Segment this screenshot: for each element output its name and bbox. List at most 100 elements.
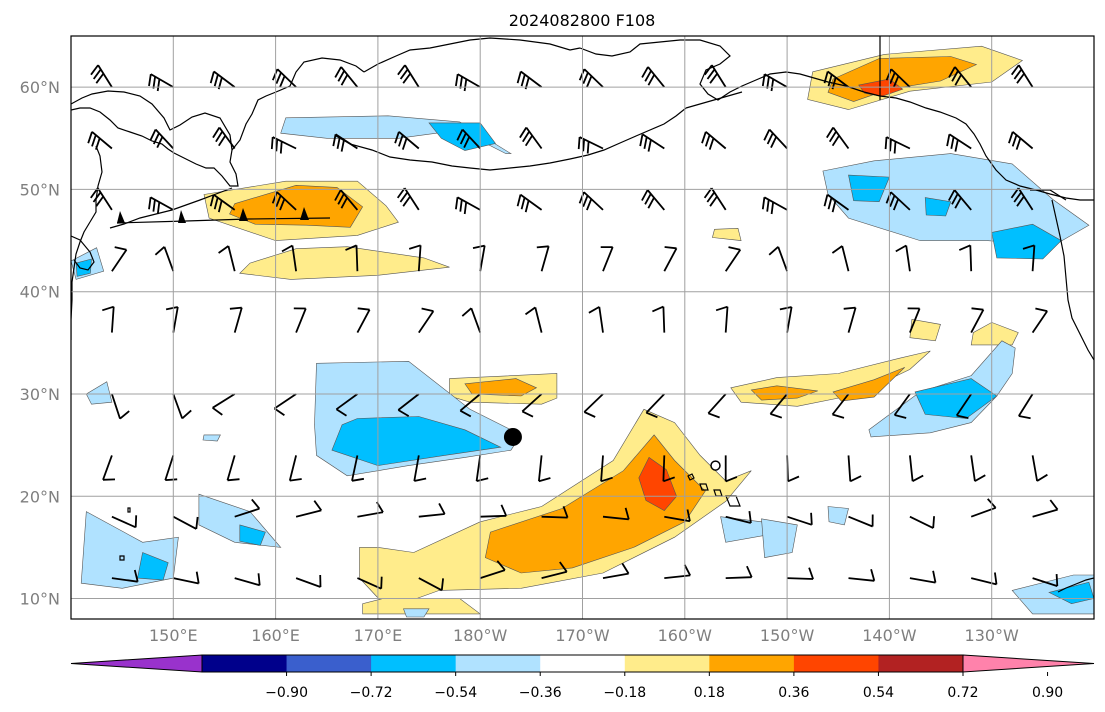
colorbar-tick-label: −0.36 [519, 685, 562, 701]
wind-barb [823, 193, 850, 213]
wind-barb [212, 126, 236, 150]
wind-barb [602, 562, 630, 579]
wind-barb [90, 187, 113, 211]
wind-barb [536, 245, 550, 272]
wind-barb [516, 70, 543, 90]
anomaly-region [239, 246, 450, 280]
anomaly-region [909, 318, 941, 342]
lat-tick-label: 60°N [20, 78, 60, 97]
colorbar-bin [878, 655, 964, 672]
wind-barb [663, 246, 678, 272]
wind-barb [356, 307, 371, 334]
wind-barb [893, 393, 911, 419]
wind-barb [234, 498, 261, 518]
colorbar-tick-label: 0.18 [694, 685, 725, 701]
wind-barb [87, 131, 113, 150]
wind-barb [293, 307, 307, 333]
wind-barb [823, 70, 850, 90]
anomaly-region [750, 385, 818, 401]
wind-barb [218, 245, 236, 272]
wind-barb [701, 131, 727, 150]
wind-barb [334, 66, 359, 88]
wind-barb [394, 131, 420, 150]
wind-barb [652, 305, 666, 333]
wind-barb [357, 576, 383, 590]
open-marker [710, 460, 721, 471]
wind-barb [472, 244, 486, 272]
lon-tick-label: 170°E [354, 626, 403, 645]
wind-barb [578, 191, 604, 211]
colorbar-bin [455, 655, 541, 672]
colorbar-tick-label: −0.72 [350, 685, 393, 701]
wind-barb [335, 393, 358, 417]
anomaly-region [331, 416, 502, 466]
wind-barb [958, 244, 973, 272]
wind-barb [848, 514, 874, 528]
anomaly-region [848, 174, 890, 203]
lon-tick-label: 160°E [251, 626, 300, 645]
wind-barb [715, 305, 729, 333]
wind-barb [831, 245, 850, 272]
wind-barb [456, 128, 481, 150]
wind-barb [270, 136, 297, 154]
wind-barb [895, 244, 911, 272]
colorbar-bin [624, 655, 710, 672]
wind-barb [970, 307, 985, 334]
wind-barb [351, 455, 365, 482]
lon-tick-label: 180°W [453, 626, 508, 645]
anomaly-region [991, 223, 1062, 260]
wind-barb [761, 196, 788, 215]
wind-barb [519, 126, 543, 150]
wind-barb [418, 307, 435, 334]
wind-barb [102, 455, 116, 481]
wind-barb [786, 512, 813, 526]
anomaly-region [712, 227, 742, 241]
wind-barb [948, 66, 972, 88]
colorbar-bin [793, 655, 879, 672]
wind-barb [948, 189, 972, 211]
wind-barb [725, 510, 752, 524]
lat-tick-label: 20°N [20, 487, 60, 506]
wind-barb [768, 246, 788, 272]
wind-barb [516, 193, 543, 213]
longitude-labels: 150°E 160°E 170°E 180°W 170°W 160°W 150°W 140°W… [149, 626, 1019, 645]
colorbar-tick-label: 0.90 [1032, 685, 1063, 701]
wind-barb [600, 455, 613, 483]
colorbar-extend-max [962, 654, 1095, 673]
wind-barb [164, 455, 178, 481]
lon-tick-label: 140°W [862, 626, 917, 645]
wind-barb [271, 191, 297, 211]
wind-barb [479, 560, 506, 579]
colorbar-tick-label: −0.18 [603, 685, 646, 701]
wind-barb [1010, 64, 1034, 88]
wind-barb [1022, 244, 1036, 272]
wind-barb [1032, 574, 1059, 587]
front-marker [239, 208, 248, 221]
wind-barb [295, 574, 322, 588]
wind-barb [541, 561, 568, 579]
wind-barb [831, 393, 850, 419]
wind-barb [1010, 187, 1034, 211]
wind-barb [703, 187, 727, 211]
wind-barb [538, 455, 551, 483]
wind-barb [641, 189, 665, 211]
colorbar: −0.90 −0.72 −0.54 −0.36 −0.18 0.18 0.36 0.54 0.7… [70, 654, 1095, 701]
wind-barb [1018, 393, 1034, 420]
colorbar-bin [371, 655, 457, 672]
wind-barb [154, 246, 175, 272]
wind-barb [102, 305, 115, 333]
wind-barb [524, 306, 543, 333]
wind-barb [288, 455, 302, 482]
wind-barb [295, 500, 323, 518]
colorbar-bin [202, 655, 288, 672]
wind-barb [281, 244, 297, 272]
wind-barb [111, 246, 128, 272]
wind-barb [763, 128, 788, 150]
wind-barb [148, 196, 174, 215]
wind-barb [480, 504, 508, 518]
wind-barb [761, 73, 788, 92]
wind-barb [909, 515, 935, 529]
lon-tick-label: 130°W [965, 626, 1020, 645]
front-marker [300, 207, 309, 220]
wind-barb [779, 306, 793, 333]
